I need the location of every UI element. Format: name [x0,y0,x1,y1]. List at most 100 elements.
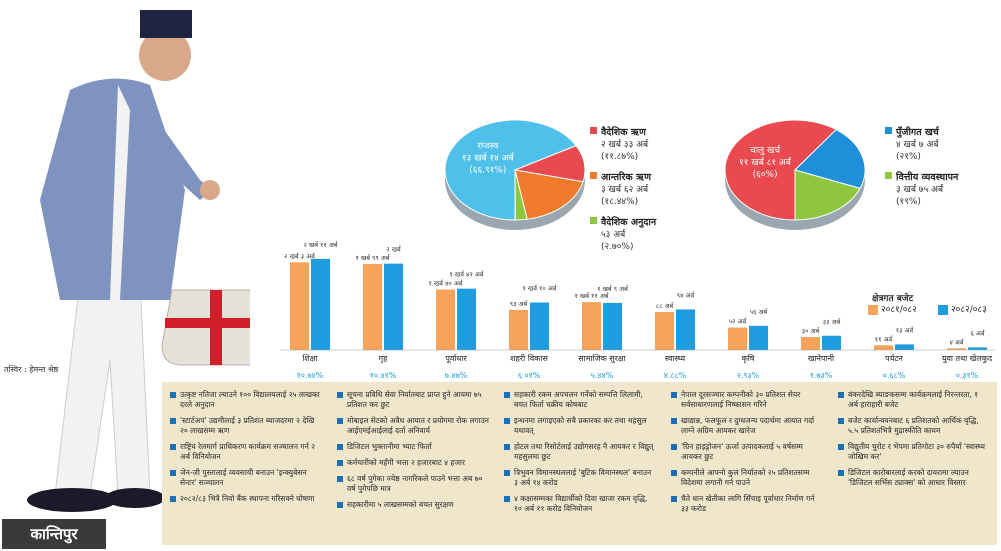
pie-2-legend-value: ३ खर्ब ७५ अर्ब [896,183,944,195]
bar-curr-4 [603,302,622,350]
pie-1-legend-label: वैदेशिक अनुदान [600,216,657,228]
highlight-item: २०८२/८३ भित्रै निवो बैंक स्थापना गरिसक्न… [170,494,322,504]
pie-2-legend-swatch [885,127,892,134]
bar-category-label: शिक्षा [302,353,318,363]
highlight-item: चैते धान खेतीका लागि सिँचाइ पूर्वाधार नि… [671,494,823,514]
bar-prev-1 [363,264,382,350]
bar-category-label: सामाजिक सुरक्षा [578,353,626,364]
highlight-item: बंकरदेखि ब्याङकसम्म कार्यक्रमलाई निरन्तर… [838,390,990,410]
pie-1-main-label: १३ खर्ब १४ अर्ब [462,152,515,164]
bar-curr-9 [968,347,987,350]
bar-curr-value-label: २ खर्ब ११ अर्ब [303,241,338,249]
pie-1-slice-2 [514,169,584,220]
bar-prev-8 [874,345,893,350]
bar-prev-4 [582,302,601,350]
pie-1-legend-pct: (२.७०%) [601,242,633,252]
bar-prev-3 [509,309,528,350]
bar-curr-7 [822,335,841,350]
highlight-item: इन्धनमा लगाइएको सबै प्रकारका कर तथा महसु… [504,416,656,436]
highlight-item: खाद्यान्न, फलफूल र दुग्धजन्य पदार्थमा आय… [671,416,823,436]
highlights-column-3: सहकारी रकम अपचलन गर्नेको सम्पत्ति लिलामी… [504,390,656,520]
budget-pie-charts: राजस्व१३ खर्ब १४ अर्ब (६६.९१%) वैदेशिक ऋण२… [444,119,959,252]
bar-share-label: ०.६८% [883,371,906,380]
pie-1-main-label: राजस्व [477,142,499,152]
bar-prev-6 [728,327,747,350]
pie-2-main-label: चालु खर्च [750,144,781,156]
bar-curr-value-label: १ खर्ब ४२ अर्ब [449,271,484,279]
highlight-item: 'ग्रिन हाइड्रोजन' ऊर्जा उत्पादकलाई ५ वर्… [671,442,823,462]
pie-2-legend-pct: (१९%) [896,197,921,207]
legend-curr-swatch [938,304,948,315]
sector-bar-chart: २ खर्ब ३ अर्ब २ खर्ब ११ अर्ब शिक्षा १०.७४% १… [280,241,995,380]
legend-prev-swatch [868,304,878,315]
highlight-item: बजेट कार्यान्वयनबाट ६ प्रतिशतको आर्थिक व… [838,416,990,436]
highlight-item: राष्ट्रिय रेलमार्ग प्राधिकरण कार्यक्रम स… [170,442,322,462]
highlight-item: डिजिटल कारोबारलाई करको दायरामा ल्याउन 'ड… [838,468,990,488]
highlight-item: उत्कृष्ट नतिजा ल्याउने १०० विद्यालयलाई २… [170,390,322,410]
highlight-item: कर्मचारीको महँगी भत्ता २ हजारबाट ४ हजार [337,458,489,468]
bar-curr-value-label: ६ अर्ब [970,329,985,337]
legend-prev-label: २०८१/०८२ [881,305,917,315]
highlight-item: 'स्टार्टअप' उद्यमीलाई ३ प्रतिशत ब्याजदरम… [170,416,322,436]
bar-legend-title: क्षेत्रगत बजेट [872,294,914,304]
highlights-column-1: उत्कृष्ट नतिजा ल्याउने १०० विद्यालयलाई २… [170,390,322,510]
bar-category-label: पूर्वाधार [445,353,467,364]
bar-curr-value-label: ५६ अर्ब [750,308,769,316]
highlight-item: डिजिटल भुक्तानीमा भ्याट फिर्ता [337,442,489,452]
bar-prev-7 [801,337,820,350]
highlight-item: सहकारीमा ५ लाखसम्मको बचत सुरक्षण [337,500,489,510]
bar-category-label: युवा तथा खेलकुद [942,353,993,364]
highlights-panel: उत्कृष्ट नतिजा ल्याउने १०० विद्यालयलाई २… [162,382,997,545]
highlight-item: ६८ वर्ष पुगेका ज्येष्ठ नागरिकले पाउने भत… [337,474,489,494]
bar-prev-value-label: ३० अर्ब [802,327,821,335]
bar-curr-0 [311,258,330,350]
highlight-item: सहकारी रकम अपचलन गर्नेको सम्पत्ति लिलामी… [504,390,656,410]
bar-prev-value-label: १ खर्ब ११ अर्ब [574,292,609,300]
bar-share-label: ०.३१% [956,371,979,380]
bar-prev-5 [655,312,674,350]
pie-2-legend-value: ४ खर्ब ७ अर्ब [896,138,939,150]
bar-curr-1 [384,263,403,350]
bar-prev-value-label: १ खर्ब ४० अर्ब [428,280,463,288]
bar-share-label: ५.४४% [591,371,614,380]
bar-share-label: १०.४१% [370,371,397,380]
highlight-item: नेपाल दूरसञ्चार कम्पनीको ३० प्रतिशत सेयर… [671,390,823,410]
bar-share-label: ४.८८% [664,371,687,380]
highlight-item: मोबाइल सेटको अवैध आयात र प्रयोगमा रोक लग… [337,416,489,436]
highlight-item: होटल तथा रिसोर्टलाई उद्योगसरह नै आयकर र … [504,442,656,462]
bar-prev-value-label: ८८ अर्ब [656,302,675,310]
highlights-column-4: नेपाल दूरसञ्चार कम्पनीको ३० प्रतिशत सेयर… [671,390,823,520]
bar-curr-5 [676,309,695,350]
pie-1-slice-0 [444,119,577,221]
bar-category-label: गृह [379,354,389,364]
bar-category-label: खानेपानी [808,353,835,363]
pie-2-slice-1 [794,128,866,189]
pie-2-main-label: ११ खर्ब ८१ अर्ब [739,156,792,168]
bar-category-label: कृषि [742,353,755,364]
highlight-item: जेन-जी पुस्तालाई व्यवसायी बनाउन 'इन्क्यु… [170,468,322,488]
bar-category-label: स्वास्थ्य [665,354,686,363]
pie-1-slice-3 [514,169,528,221]
bar-curr-6 [749,325,768,350]
bar-share-label: १०.७४% [297,371,324,380]
bar-share-label: ७.४७% [445,371,468,380]
pie-1-legend-value: ५३ अर्ब [601,228,626,240]
bar-prev-value-label: ९३ अर्ब [510,300,529,308]
pie-2-legend-label: वित्तीय व्यवस्थापन [895,171,959,183]
bar-curr-value-label: ९४ अर्ब [677,291,696,299]
pie-1-legend-label: आन्तरिक ऋण [601,171,652,183]
highlights-column-2: सूचना प्रविधि सेवा निर्यातबाट प्राप्त हु… [337,390,489,516]
photo-caption: तस्विर : हेमन्त श्रेष्ठ [4,365,59,374]
pie-1-main-label: (६६.९१%) [469,166,506,176]
pie-1-legend-value: २ खर्ब ३३ अर्ब [601,138,649,150]
bar-curr-value-label: १३ अर्ब [896,326,915,334]
highlight-item: त्रिभुवन विमानस्थललाई 'बुटिक विमानस्थल' … [504,468,656,488]
legend-curr: २०८२/०८३ [938,302,987,315]
legend-curr-label: २०८२/०८३ [951,305,987,315]
bar-curr-value-label: १ खर्ब ९ अर्ब [597,285,629,293]
bar-prev-value-label: ११ अर्ब [875,335,894,343]
pie-1-legend-pct: (११.८७%) [601,152,638,162]
pie-2-slice-2 [794,169,861,221]
bar-share-label: ६.०१% [518,371,541,380]
bar-prev-value-label: २ खर्ब ३ अर्ब [284,252,316,260]
